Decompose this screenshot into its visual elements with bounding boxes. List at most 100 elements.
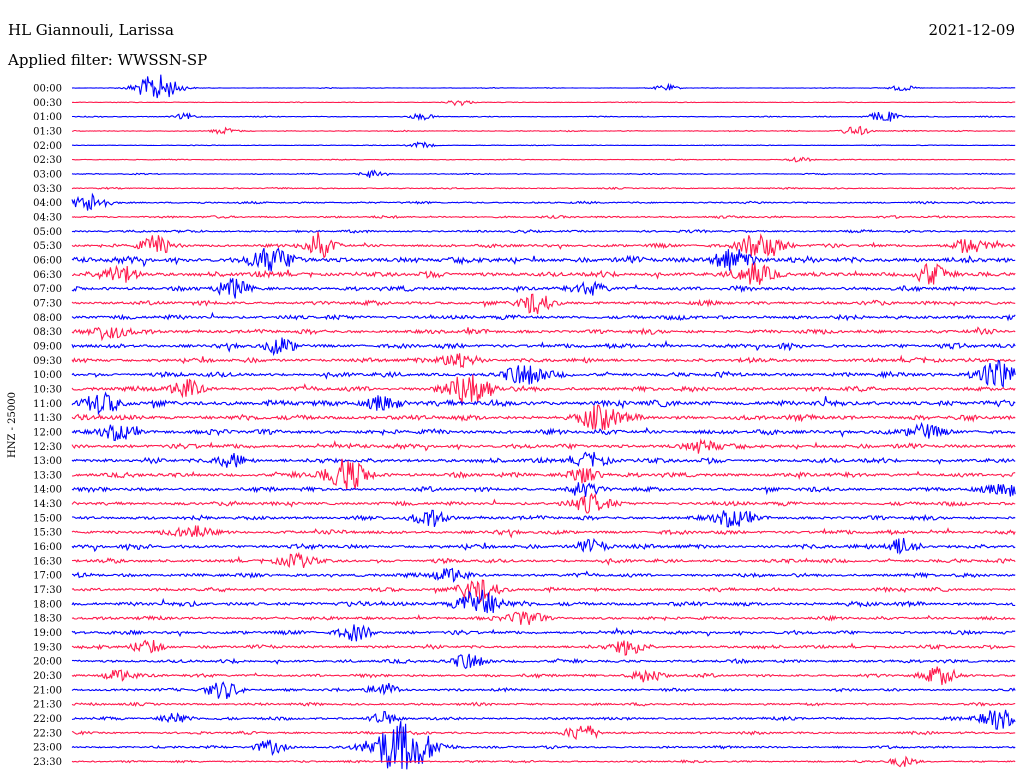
- row-label: 15:30: [33, 528, 62, 539]
- row-label: 20:00: [33, 657, 62, 668]
- trace-row-0230: [71, 156, 1016, 163]
- trace-row-0100: [72, 111, 1016, 122]
- row-label: 08:30: [33, 327, 62, 338]
- row-label: 06:00: [33, 256, 62, 267]
- row-label: 05:30: [33, 241, 62, 252]
- trace-row-2000: [71, 653, 1016, 670]
- row-label: 09:30: [33, 356, 62, 367]
- trace-row-2230: [71, 725, 1016, 741]
- trace-row-1530: [71, 525, 1016, 539]
- trace-row-1030: [71, 374, 1016, 405]
- row-label: 04:30: [33, 213, 62, 224]
- trace-row-2100: [71, 681, 1016, 700]
- trace-row-1300: [71, 451, 1016, 468]
- row-label: 10:00: [33, 370, 62, 381]
- trace-row-1930: [71, 639, 1016, 656]
- trace-row-1630: [71, 551, 1016, 569]
- trace-row-0000: [71, 74, 1016, 99]
- row-label: 09:00: [33, 341, 62, 352]
- row-label: 11:30: [33, 413, 62, 424]
- trace-row-0530: [71, 231, 1016, 259]
- trace-row-1730: [71, 579, 1016, 604]
- row-label: 04:00: [33, 198, 62, 209]
- trace-row-0130: [71, 125, 1016, 136]
- trace-row-1430: [71, 492, 1016, 514]
- row-label: 13:00: [33, 456, 62, 467]
- row-label: 19:30: [33, 642, 62, 653]
- trace-row-1800: [71, 589, 1016, 614]
- row-label: 00:00: [33, 84, 62, 95]
- row-label: 14:00: [33, 485, 62, 496]
- trace-row-1400: [71, 482, 1016, 497]
- trace-row-1830: [71, 611, 1016, 626]
- row-label: 18:30: [33, 614, 62, 625]
- row-label: 22:00: [33, 714, 62, 725]
- row-label: 20:30: [33, 671, 62, 682]
- row-label: 02:00: [33, 141, 62, 152]
- trace-row-0630: [71, 262, 1016, 285]
- row-label: 15:00: [33, 513, 62, 524]
- row-label: 16:00: [33, 542, 62, 553]
- row-label: 11:00: [33, 399, 62, 410]
- row-label: 05:00: [33, 227, 62, 238]
- row-label-group: 00:00 00:30 01:00 01:30 02:00 02:30 03:00 03:30…: [33, 84, 62, 769]
- trace-row-0400: [71, 192, 1016, 211]
- row-label: 02:30: [33, 155, 62, 166]
- trace-row-1900: [71, 624, 1016, 642]
- trace-row-0430: [71, 214, 1016, 220]
- trace-row-0930: [71, 353, 1016, 369]
- row-label: 06:30: [33, 270, 62, 281]
- row-label: 17:30: [33, 585, 62, 596]
- row-label: 22:30: [33, 728, 62, 739]
- trace-row-0900: [71, 337, 1016, 357]
- trace-row-2200: [71, 709, 1016, 730]
- trace-row-1000: [71, 359, 1016, 389]
- trace-row-1330: [71, 458, 1016, 490]
- trace-row-1500: [71, 509, 1016, 528]
- row-label: 18:00: [33, 599, 62, 610]
- date-label: 2021-12-09: [928, 21, 1015, 39]
- row-label: 19:00: [33, 628, 62, 639]
- trace-row-2130: [71, 701, 1016, 707]
- row-label: 01:00: [33, 112, 62, 123]
- row-label: 21:00: [33, 685, 62, 696]
- row-label: 01:30: [33, 127, 62, 138]
- trace-row-0800: [71, 311, 1016, 322]
- trace-row-0700: [71, 277, 1016, 299]
- row-label: 21:30: [33, 700, 62, 711]
- trace-row-0330: [71, 186, 1016, 190]
- trace-row-0300: [71, 169, 1016, 178]
- trace-row-2030: [71, 666, 1016, 686]
- row-label: 00:30: [33, 98, 62, 109]
- trace-row-0200: [72, 141, 1016, 149]
- trace-group: [71, 74, 1016, 770]
- row-label: 03:00: [33, 170, 62, 181]
- trace-row-1100: [71, 391, 1016, 416]
- row-label: 12:30: [33, 442, 62, 453]
- row-label: 16:30: [33, 556, 62, 567]
- station-title: HL Giannouli, Larissa: [8, 21, 174, 39]
- row-label: 14:30: [33, 499, 62, 510]
- row-label: 08:00: [33, 313, 62, 324]
- trace-row-2330: [71, 755, 1016, 768]
- row-label: 23:00: [33, 743, 62, 754]
- trace-row-1700: [71, 567, 1016, 583]
- trace-row-0830: [71, 326, 1016, 342]
- trace-row-0030: [71, 100, 1016, 107]
- trace-row-0730: [71, 293, 1016, 315]
- trace-row-1200: [71, 421, 1016, 442]
- row-label: 17:00: [33, 571, 62, 582]
- trace-row-1130: [71, 404, 1016, 431]
- y-axis-label: HNZ - 25000: [7, 392, 18, 458]
- row-label: 13:30: [33, 470, 62, 481]
- filter-label: Applied filter: WWSSN-SP: [8, 51, 208, 69]
- trace-row-2300: [71, 721, 1016, 770]
- trace-row-0500: [71, 229, 1016, 234]
- trace-row-0600: [71, 247, 1016, 272]
- trace-row-1600: [71, 537, 1016, 555]
- trace-row-1230: [71, 438, 1016, 454]
- row-label: 07:30: [33, 298, 62, 309]
- row-label: 03:30: [33, 184, 62, 195]
- row-label: 23:30: [33, 757, 62, 768]
